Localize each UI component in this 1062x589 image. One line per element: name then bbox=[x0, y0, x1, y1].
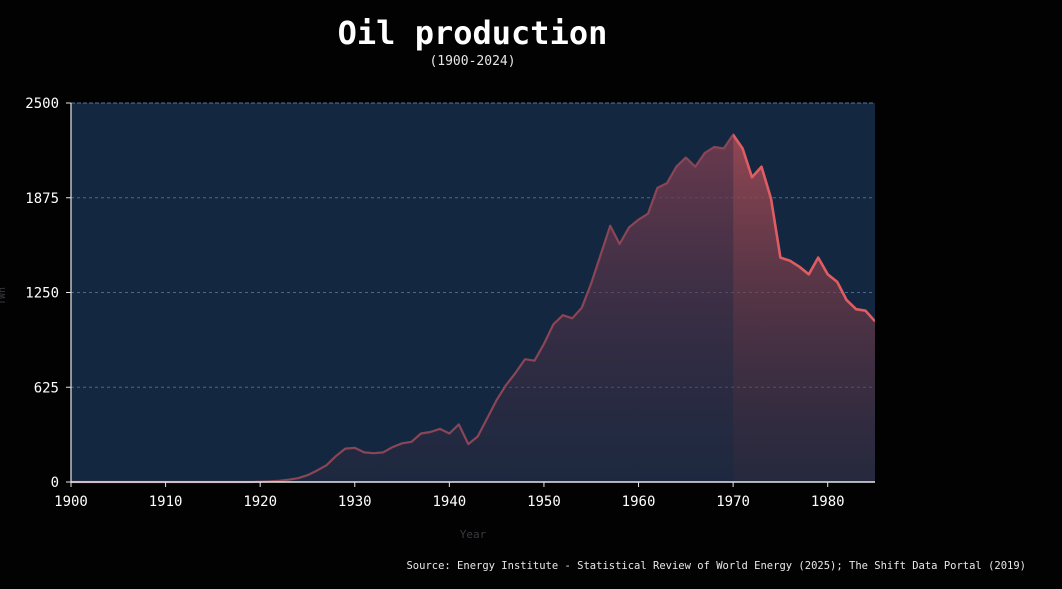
series-line-past bbox=[71, 133, 734, 484]
x-axis-label: Year bbox=[460, 528, 487, 541]
x-tick-label: 1940 bbox=[432, 494, 466, 510]
x-tick-label: 1910 bbox=[149, 494, 183, 510]
x-tick-label: 1900 bbox=[54, 494, 88, 510]
x-tick-label: 1960 bbox=[622, 494, 656, 510]
y-tick-label: 2500 bbox=[25, 96, 59, 112]
area-fill bbox=[71, 134, 875, 482]
grid-lines bbox=[71, 102, 875, 388]
x-tick-label: 1950 bbox=[527, 494, 561, 510]
source-note: Source: Energy Institute - Statistical R… bbox=[406, 560, 1026, 572]
x-tick-label: 1920 bbox=[243, 494, 277, 510]
x-tick-label: 1980 bbox=[811, 494, 845, 510]
x-tick-label: 1970 bbox=[716, 494, 750, 510]
area-fill-highlight bbox=[733, 134, 875, 482]
y-axis-label: TWh bbox=[0, 287, 8, 305]
chart-subtitle: (1900-2024) bbox=[429, 54, 516, 69]
x-tick-label: 1930 bbox=[338, 494, 372, 510]
x-axis-ticks: 1900 1910 1920 1930 1940 1950 1960 1970 1980 bbox=[54, 482, 845, 510]
series-line bbox=[71, 133, 876, 484]
area-fill-past bbox=[71, 134, 734, 482]
series-line-highlight bbox=[733, 133, 876, 323]
y-tick-label: 0 bbox=[51, 475, 59, 491]
y-tick-label: 1250 bbox=[25, 286, 59, 302]
y-axis-ticks: 0 625 1250 1875 2500 bbox=[25, 96, 71, 491]
y-tick-label: 1875 bbox=[25, 191, 59, 207]
y-tick-label: 625 bbox=[34, 380, 59, 396]
chart-title: Oil production bbox=[337, 14, 608, 52]
